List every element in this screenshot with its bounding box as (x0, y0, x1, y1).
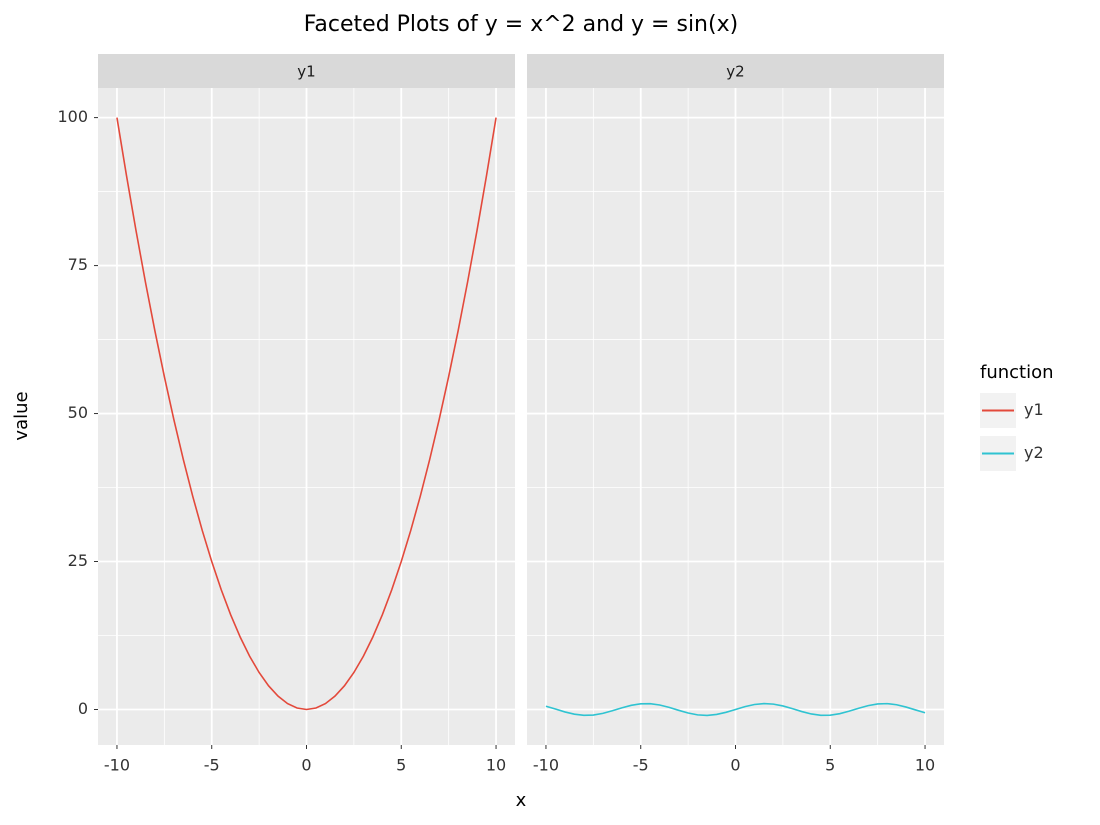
strip-background (98, 54, 515, 88)
x-tick-label: 0 (301, 756, 311, 775)
x-tick-label: 5 (396, 756, 406, 775)
x-tick-label: 10 (486, 756, 506, 775)
x-tick-label: 0 (730, 756, 740, 775)
y-tick-label: 75 (68, 255, 88, 274)
line (545, 702, 926, 717)
x-tick-label: -5 (204, 756, 220, 775)
strip-background (527, 54, 944, 88)
legend-label: y2 (1024, 443, 1044, 462)
x-tick-label: -5 (633, 756, 649, 775)
x-tick-label: 10 (915, 756, 935, 775)
y-tick-label: 25 (68, 551, 88, 570)
y-tick-label: 100 (57, 107, 88, 126)
legend-title: function (980, 362, 1054, 383)
x-tick-label: 5 (825, 756, 835, 775)
x-tick-label: -10 (104, 756, 130, 775)
legend-label: y1 (1024, 400, 1044, 419)
y-tick-label: 50 (68, 403, 88, 422)
y-axis-label: value (11, 391, 32, 440)
x-tick-label: -10 (533, 756, 559, 775)
chart-title: Faceted Plots of y = x^2 and y = sin(x) (304, 12, 738, 37)
line (116, 117, 497, 711)
x-axis-label: x (516, 790, 527, 811)
y-tick-label: 0 (78, 699, 88, 718)
strip-label: y1 (297, 63, 315, 81)
strip-label: y2 (726, 63, 744, 81)
